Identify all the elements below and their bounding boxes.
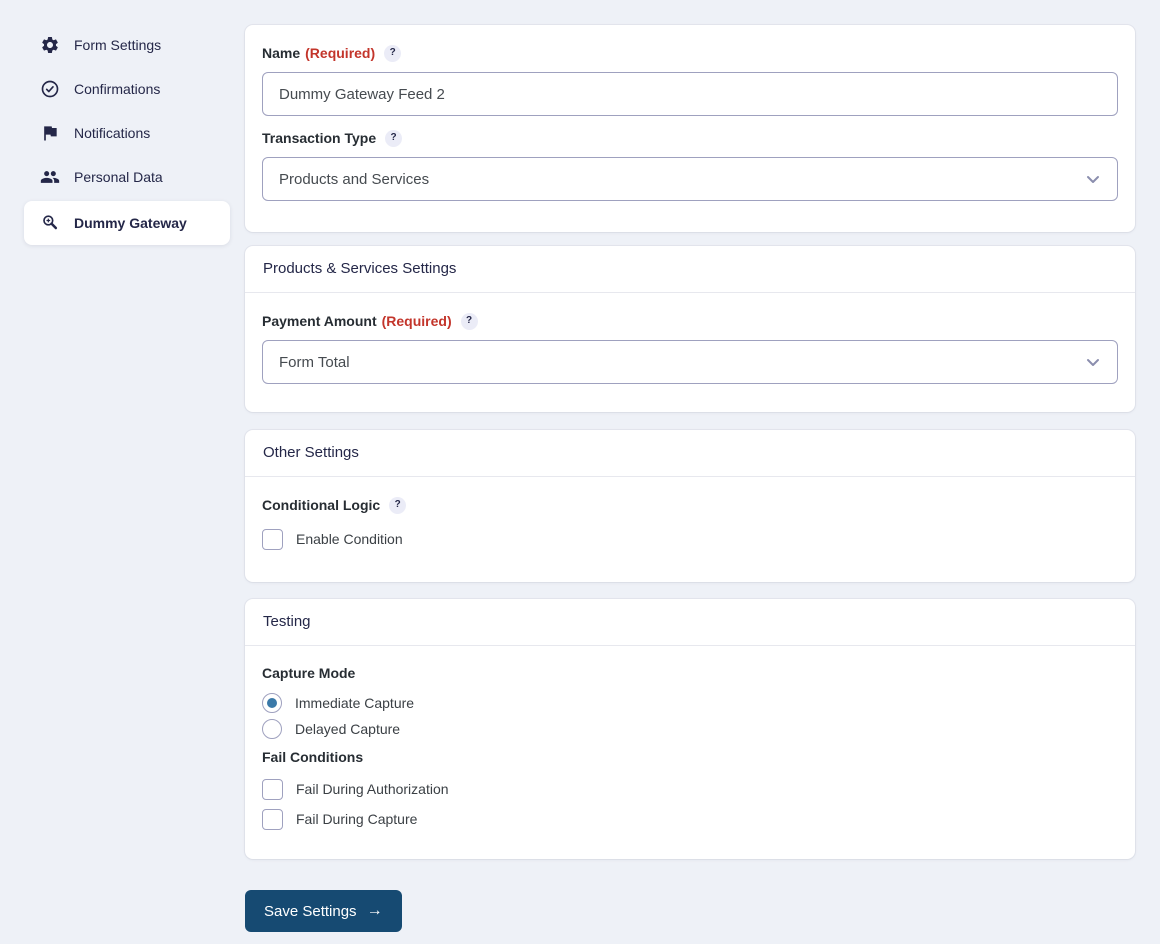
help-icon[interactable]: ?	[460, 312, 478, 330]
payment-amount-label: Payment Amount (Required) ?	[262, 311, 1118, 331]
people-icon	[40, 167, 60, 187]
chevron-down-icon	[1085, 171, 1101, 187]
required-indicator: (Required)	[305, 45, 376, 61]
sidebar-item-dummy-gateway[interactable]: Dummy Gateway	[24, 201, 230, 245]
chevron-down-icon	[1085, 354, 1101, 370]
radio-option-label: Delayed Capture	[295, 721, 401, 737]
sidebar-item-personal-data[interactable]: Personal Data	[24, 155, 230, 199]
enable-condition-option[interactable]: Enable Condition	[262, 527, 1118, 551]
help-icon[interactable]: ?	[385, 129, 403, 147]
sidebar-item-label: Dummy Gateway	[74, 215, 187, 231]
name-field-label: Name (Required) ?	[262, 43, 1118, 63]
transaction-type-select[interactable]: Products and Services	[262, 157, 1118, 201]
transaction-type-label-text: Transaction Type	[262, 130, 377, 146]
testing-title: Testing	[245, 599, 1135, 646]
payment-amount-select[interactable]: Form Total	[262, 340, 1118, 384]
checkbox-option-label: Fail During Authorization	[296, 781, 449, 797]
payment-amount-label-text: Payment Amount	[262, 313, 377, 329]
save-settings-label: Save Settings	[264, 902, 357, 920]
sidebar-item-label: Personal Data	[74, 169, 163, 185]
enable-condition-label: Enable Condition	[296, 531, 403, 547]
bottom-edge	[0, 944, 1160, 951]
radio-option-delayed-capture[interactable]: Delayed Capture	[262, 719, 1118, 739]
settings-sidebar: Form Settings Confirmations Notification…	[24, 23, 230, 245]
feed-name-input[interactable]	[262, 72, 1118, 116]
testing-card: Testing Capture Mode Immediate Capture D…	[245, 599, 1135, 859]
radio-unselected-icon[interactable]	[262, 719, 282, 739]
conditional-logic-label: Conditional Logic ?	[262, 495, 1118, 515]
fail-during-authorization-checkbox[interactable]	[262, 778, 283, 800]
sidebar-item-label: Confirmations	[74, 81, 161, 97]
sidebar-item-form-settings[interactable]: Form Settings	[24, 23, 230, 67]
arrow-right-icon: →	[366, 902, 383, 919]
gear-icon	[40, 35, 60, 55]
save-settings-button[interactable]: Save Settings →	[245, 890, 402, 932]
transaction-type-label: Transaction Type ?	[262, 128, 1118, 148]
products-services-card: Products & Services Settings Payment Amo…	[245, 246, 1135, 412]
fail-during-authorization-option[interactable]: Fail During Authorization	[262, 777, 1118, 801]
sidebar-item-label: Notifications	[74, 125, 151, 141]
sidebar-item-confirmations[interactable]: Confirmations	[24, 67, 230, 111]
fail-during-capture-option[interactable]: Fail During Capture	[262, 807, 1118, 831]
capture-mode-label: Capture Mode	[262, 665, 356, 681]
required-indicator: (Required)	[381, 313, 452, 329]
check-circle-icon	[40, 79, 60, 99]
magnifier-icon	[40, 213, 60, 233]
fail-conditions-label: Fail Conditions	[262, 749, 364, 765]
payment-amount-value: Form Total	[279, 353, 350, 371]
other-settings-card: Other Settings Conditional Logic ? Enabl…	[245, 430, 1135, 582]
radio-option-label: Immediate Capture	[295, 695, 415, 711]
products-services-title: Products & Services Settings	[245, 246, 1135, 293]
help-icon[interactable]: ?	[384, 44, 402, 62]
name-label-text: Name	[262, 45, 301, 61]
transaction-type-value: Products and Services	[279, 170, 430, 188]
help-icon[interactable]: ?	[389, 496, 407, 514]
flag-icon	[40, 123, 60, 143]
fail-during-capture-checkbox[interactable]	[262, 808, 283, 830]
checkbox-option-label: Fail During Capture	[296, 811, 418, 827]
radio-option-immediate-capture[interactable]: Immediate Capture	[262, 693, 1118, 713]
feed-basics-card: Name (Required) ? Transaction Type ? Pro…	[245, 25, 1135, 232]
enable-condition-checkbox[interactable]	[262, 528, 283, 550]
other-settings-title: Other Settings	[245, 430, 1135, 477]
sidebar-item-label: Form Settings	[74, 37, 162, 53]
feed-settings-content: Name (Required) ? Transaction Type ? Pro…	[245, 25, 1135, 932]
conditional-logic-label-text: Conditional Logic	[262, 497, 381, 513]
sidebar-item-notifications[interactable]: Notifications	[24, 111, 230, 155]
radio-selected-icon[interactable]	[262, 693, 282, 713]
